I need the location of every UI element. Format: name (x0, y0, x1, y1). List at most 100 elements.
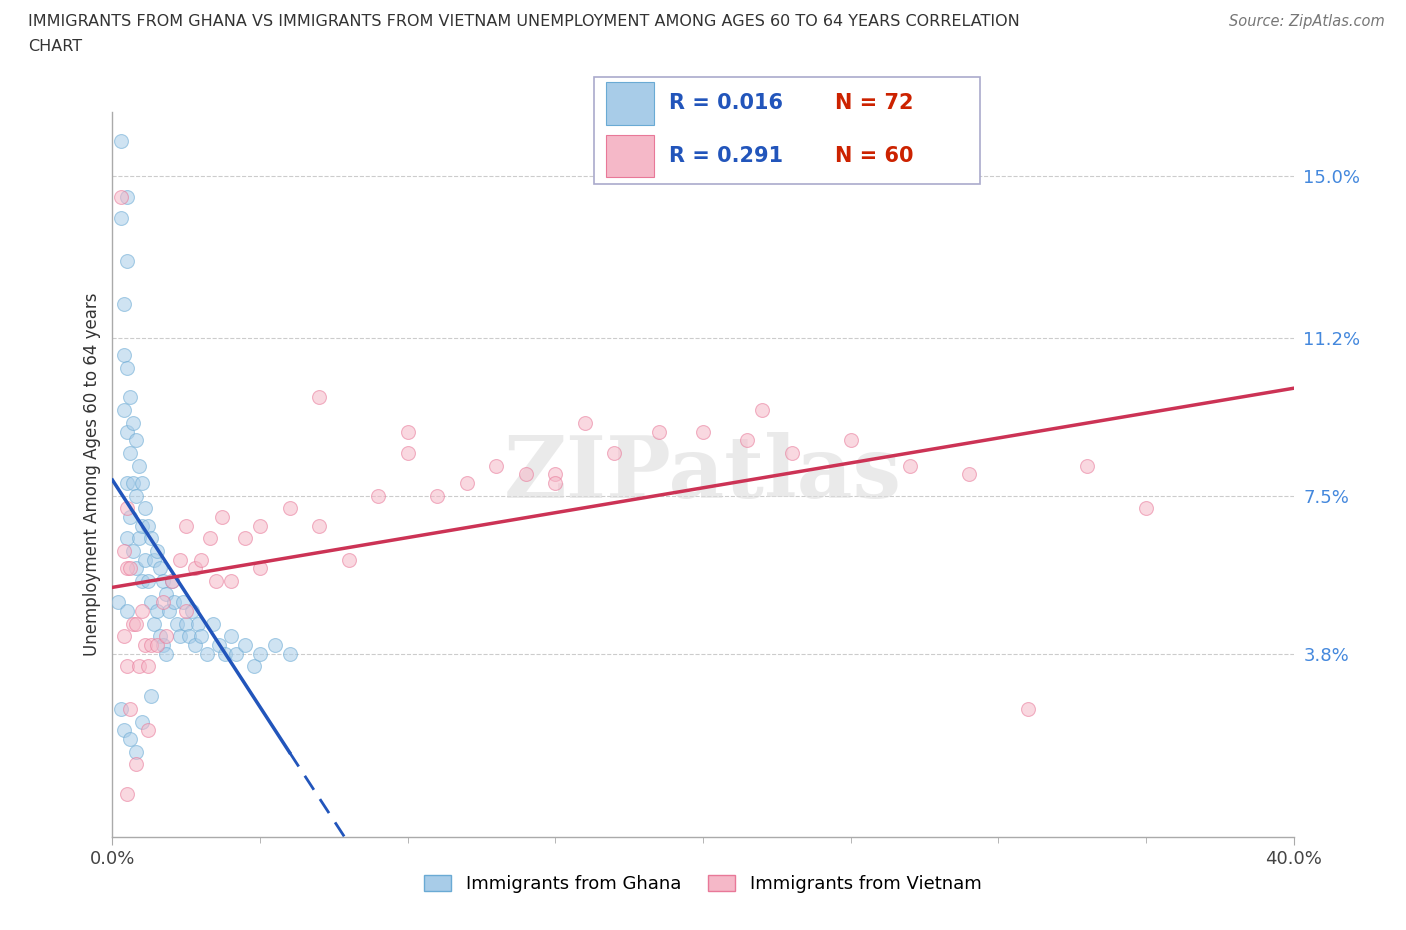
Point (131, 574, 153, 589)
Point (112, 723, 135, 737)
Bar (606, 135, 654, 177)
Point (243, 658, 266, 673)
Point (169, 629, 191, 644)
Point (125, 432, 148, 447)
Point (174, 604, 197, 618)
Point (201, 617, 224, 631)
Point (574, 416, 596, 431)
Point (131, 518, 153, 533)
Point (264, 638, 287, 653)
Point (117, 360, 138, 375)
FancyBboxPatch shape (595, 76, 980, 184)
Point (249, 518, 271, 533)
Point (117, 787, 138, 802)
Point (219, 574, 242, 589)
Point (142, 552, 165, 567)
Point (139, 689, 162, 704)
Point (152, 574, 174, 589)
Point (112, 544, 135, 559)
Point (128, 658, 150, 673)
Point (110, 190, 132, 205)
Point (839, 432, 862, 447)
Point (367, 488, 389, 503)
Point (166, 617, 188, 631)
Point (155, 629, 177, 644)
Point (195, 646, 218, 661)
Point (117, 531, 138, 546)
Point (160, 574, 183, 589)
Point (172, 595, 194, 610)
Point (426, 488, 449, 503)
Point (485, 458, 508, 473)
Point (179, 629, 201, 644)
Point (136, 574, 159, 589)
Point (190, 552, 212, 567)
Point (208, 638, 231, 653)
Point (136, 518, 159, 533)
Point (125, 561, 148, 576)
Y-axis label: Unemployment Among Ages 60 to 64 years: Unemployment Among Ages 60 to 64 years (83, 293, 101, 656)
Point (122, 475, 145, 490)
Point (152, 595, 174, 610)
Point (225, 646, 247, 661)
Point (139, 638, 162, 653)
Point (117, 658, 138, 673)
Point (112, 296, 135, 311)
Point (308, 518, 330, 533)
Legend: Immigrants from Ghana, Immigrants from Vietnam: Immigrants from Ghana, Immigrants from V… (418, 868, 988, 900)
Point (122, 544, 145, 559)
Point (169, 552, 191, 567)
Point (249, 646, 271, 661)
Point (134, 552, 156, 567)
Point (112, 348, 135, 363)
Point (122, 617, 145, 631)
Text: ZIPatlas: ZIPatlas (503, 432, 903, 516)
Point (249, 561, 271, 576)
Point (110, 134, 132, 149)
Point (190, 629, 212, 644)
Text: R = 0.291: R = 0.291 (669, 146, 783, 166)
Point (603, 445, 626, 460)
Point (139, 595, 162, 610)
Point (647, 424, 671, 439)
Text: Source: ZipAtlas.com: Source: ZipAtlas.com (1229, 14, 1385, 29)
Point (751, 403, 773, 418)
Point (120, 701, 142, 716)
Point (125, 617, 148, 631)
Point (134, 501, 156, 516)
Point (181, 604, 204, 618)
Point (131, 714, 153, 729)
Text: N = 60: N = 60 (835, 146, 912, 166)
Point (1017, 701, 1039, 716)
Point (117, 424, 138, 439)
Point (117, 501, 138, 516)
Point (122, 416, 145, 431)
Point (1135, 501, 1157, 516)
Point (125, 488, 148, 503)
Point (117, 254, 138, 269)
Point (131, 475, 153, 490)
Point (134, 638, 156, 653)
Point (131, 604, 153, 618)
Point (737, 432, 759, 447)
Point (149, 629, 172, 644)
Point (187, 617, 209, 631)
Point (1076, 458, 1098, 473)
Text: CHART: CHART (28, 39, 82, 54)
Point (396, 445, 419, 460)
Point (396, 424, 419, 439)
Bar (606, 82, 654, 125)
Point (278, 501, 301, 516)
Point (219, 629, 242, 644)
Point (211, 510, 233, 525)
Point (110, 211, 132, 226)
Point (146, 544, 169, 559)
Text: R = 0.016: R = 0.016 (669, 93, 783, 113)
Point (117, 604, 138, 618)
Point (233, 638, 256, 653)
Point (174, 617, 197, 631)
Point (128, 531, 150, 546)
Point (146, 638, 169, 653)
Point (120, 445, 142, 460)
Point (278, 646, 301, 661)
